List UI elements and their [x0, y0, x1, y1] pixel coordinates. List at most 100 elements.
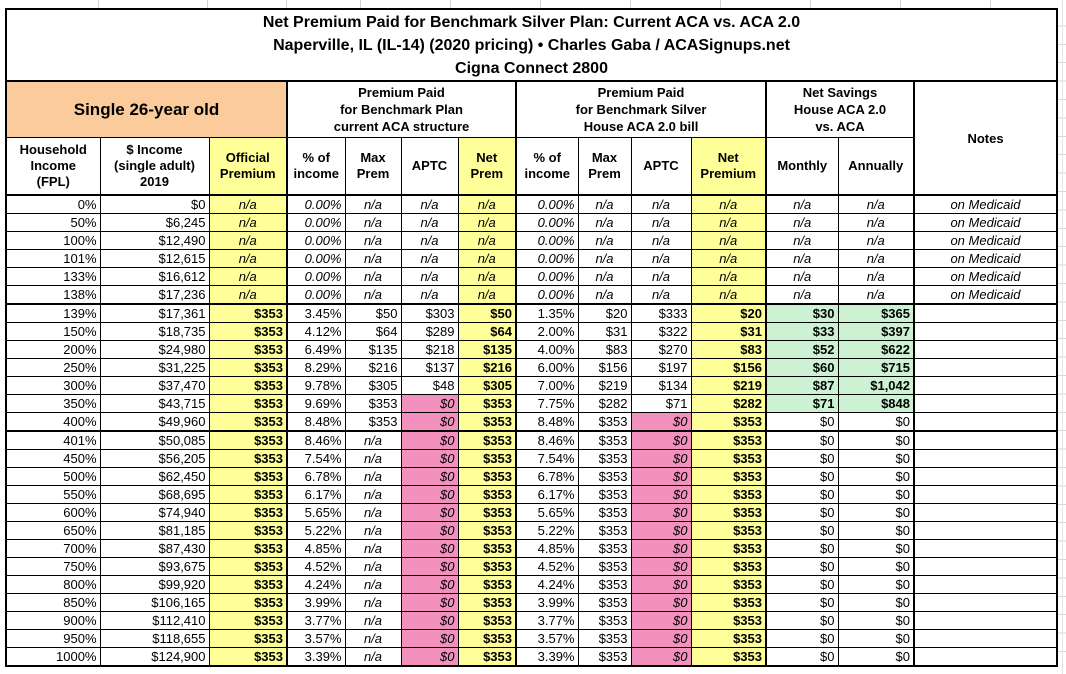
aca2-aptc-cell: n/a [630, 194, 692, 214]
subject-header: Single 26-year old [5, 80, 288, 138]
aca2-net-premium-cell: $156 [690, 358, 767, 377]
aca2-max-prem-cell: $353 [577, 539, 632, 558]
aca2-net-premium-cell: n/a [690, 231, 767, 250]
savings-annually-cell: $0 [837, 611, 915, 630]
savings-monthly-cell: $0 [765, 449, 839, 468]
official-premium-cell: $353 [208, 539, 288, 558]
col-header-aca-pct-income: % of income [286, 137, 346, 196]
notes-cell [913, 629, 1058, 648]
aca-aptc-cell: $48 [400, 376, 459, 395]
aca-net-premium-cell: $353 [457, 394, 517, 413]
aca2-pct-income-cell: 4.00% [515, 340, 579, 359]
aca2-net-premium-cell: $353 [690, 557, 767, 576]
aca2-pct-income-cell: 0.00% [515, 213, 579, 232]
aca2-aptc-cell: $322 [630, 322, 692, 341]
official-premium-cell: n/a [208, 213, 288, 232]
aca-pct-income-cell: 3.57% [286, 629, 346, 648]
notes-cell [913, 376, 1058, 395]
aca2-pct-income-cell: 4.24% [515, 575, 579, 594]
aca2-net-premium-cell: $353 [690, 503, 767, 522]
aca-pct-income-cell: 0.00% [286, 285, 346, 305]
savings-monthly-cell: $0 [765, 485, 839, 504]
notes-cell [913, 485, 1058, 504]
aca2-net-premium-cell: $353 [690, 611, 767, 630]
income-cell: $17,236 [99, 285, 210, 305]
savings-monthly-cell: $0 [765, 557, 839, 576]
aca-pct-income-cell: 8.48% [286, 412, 346, 432]
aca2-max-prem-cell: $282 [577, 394, 632, 413]
table-row: 138% $17,236 n/a 0.00% n/a n/a n/a 0.00% n/a n/a n… [5, 285, 1058, 305]
aca-net-premium-cell: n/a [457, 267, 517, 286]
aca-pct-income-cell: 9.69% [286, 394, 346, 413]
savings-annually-cell: $0 [837, 647, 915, 667]
aca-max-prem-cell: n/a [344, 647, 402, 667]
notes-cell [913, 503, 1058, 522]
aca-max-prem-cell: n/a [344, 449, 402, 468]
savings-annually-cell: $397 [837, 322, 915, 341]
notes-cell: on Medicaid [913, 213, 1058, 232]
aca2-max-prem-cell: $31 [577, 322, 632, 341]
aca2-max-prem-cell: $353 [577, 629, 632, 648]
col-header-aca-max-prem: Max Prem [344, 137, 402, 196]
aca-pct-income-cell: 7.54% [286, 449, 346, 468]
savings-monthly-cell: n/a [765, 285, 839, 305]
col-header-savings-annually: Annually [837, 137, 915, 196]
spreadsheet-right-gridlines [1058, 8, 1066, 668]
aca-max-prem-cell: n/a [344, 430, 402, 450]
savings-monthly-cell: n/a [765, 213, 839, 232]
aca2-pct-income-cell: 6.00% [515, 358, 579, 377]
official-premium-cell: n/a [208, 285, 288, 305]
savings-monthly-cell: n/a [765, 267, 839, 286]
aca2-max-prem-cell: $353 [577, 593, 632, 612]
income-cell: $74,940 [99, 503, 210, 522]
aca-pct-income-cell: 4.85% [286, 539, 346, 558]
aca2-pct-income-cell: 6.17% [515, 485, 579, 504]
aca2-aptc-cell: $134 [630, 376, 692, 395]
notes-cell [913, 647, 1058, 667]
savings-annually-cell: n/a [837, 267, 915, 286]
official-premium-cell: $353 [208, 412, 288, 432]
aca2-max-prem-cell: $353 [577, 412, 632, 432]
aca2-aptc-cell: $333 [630, 303, 692, 323]
income-cell: $81,185 [99, 521, 210, 540]
aca2-max-prem-cell: $156 [577, 358, 632, 377]
aca-net-premium-cell: $353 [457, 467, 517, 486]
table-title: Net Premium Paid for Benchmark Silver Pl… [262, 13, 801, 31]
savings-monthly-cell: $71 [765, 394, 839, 413]
notes-cell [913, 593, 1058, 612]
fpl-cell: 133% [5, 267, 101, 286]
aca2-pct-income-cell: 4.52% [515, 557, 579, 576]
aca-pct-income-cell: 3.45% [286, 303, 346, 323]
aca2-pct-income-cell: 3.99% [515, 593, 579, 612]
aca2-pct-income-cell: 3.39% [515, 647, 579, 667]
aca2-pct-income-cell: 1.35% [515, 303, 579, 323]
aca2-net-premium-cell: $20 [690, 303, 767, 323]
aca-net-premium-cell: $353 [457, 557, 517, 576]
official-premium-cell: $353 [208, 303, 288, 323]
spreadsheet-area: Net Premium Paid for Benchmark Silver Pl… [5, 8, 1058, 667]
aca2-pct-income-cell: 2.00% [515, 322, 579, 341]
notes-cell: on Medicaid [913, 231, 1058, 250]
aca-aptc-cell: $0 [400, 557, 459, 576]
income-cell: $12,490 [99, 231, 210, 250]
notes-cell: on Medicaid [913, 249, 1058, 268]
aca-pct-income-cell: 6.78% [286, 467, 346, 486]
fpl-cell: 350% [5, 394, 101, 413]
aca-net-premium-cell: $216 [457, 358, 517, 377]
notes-cell [913, 575, 1058, 594]
table-body: 0% $0 n/a 0.00% n/a n/a n/a 0.00% n/a n/a n/a n/a n/… [5, 194, 1058, 667]
premium-comparison-table: Net Premium Paid for Benchmark Silver Pl… [5, 8, 1058, 667]
aca-max-prem-cell: n/a [344, 539, 402, 558]
aca2-aptc-cell: $71 [630, 394, 692, 413]
aca-net-premium-cell: $353 [457, 593, 517, 612]
income-cell: $99,920 [99, 575, 210, 594]
table-subtitle: Naperville, IL (IL-14) (2020 pricing) • … [273, 36, 790, 54]
aca-aptc-cell: $0 [400, 593, 459, 612]
aca2-max-prem-cell: $353 [577, 449, 632, 468]
notes-cell: on Medicaid [913, 194, 1058, 214]
savings-annually-cell: $0 [837, 521, 915, 540]
aca-pct-income-cell: 8.46% [286, 430, 346, 450]
aca-max-prem-cell: n/a [344, 593, 402, 612]
table-row: 1000% $124,900 $353 3.39% n/a $0 $353 3.39% $353… [5, 647, 1058, 667]
savings-annually-cell: $0 [837, 593, 915, 612]
